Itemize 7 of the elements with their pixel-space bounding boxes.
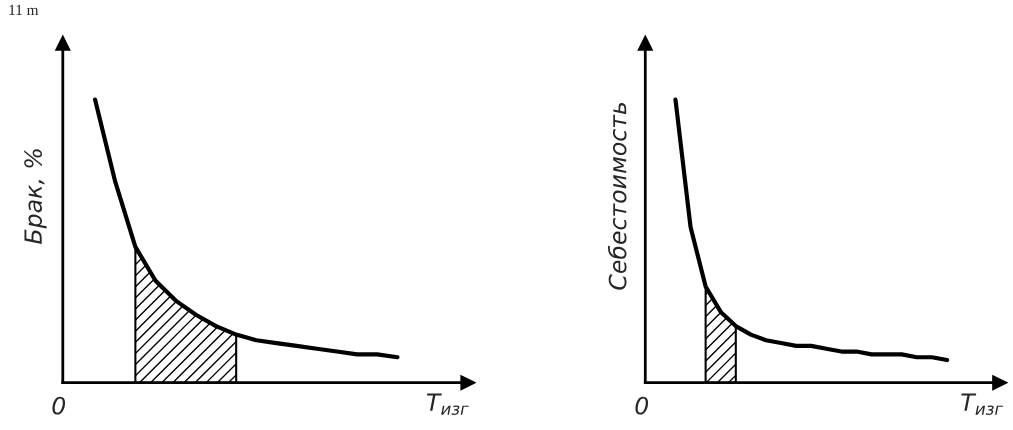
- y-axis-title: Себестоимость: [607, 102, 627, 290]
- text: 0: [635, 396, 649, 415]
- x-axis-title: T$_{изг}$: [961, 393, 1004, 415]
- text: 11 m: [9, 4, 39, 15]
- text: 0: [52, 396, 66, 415]
- x-axis-title: T$_{изг}$: [426, 393, 469, 415]
- y-axis-title: Брак, %: [24, 149, 47, 244]
